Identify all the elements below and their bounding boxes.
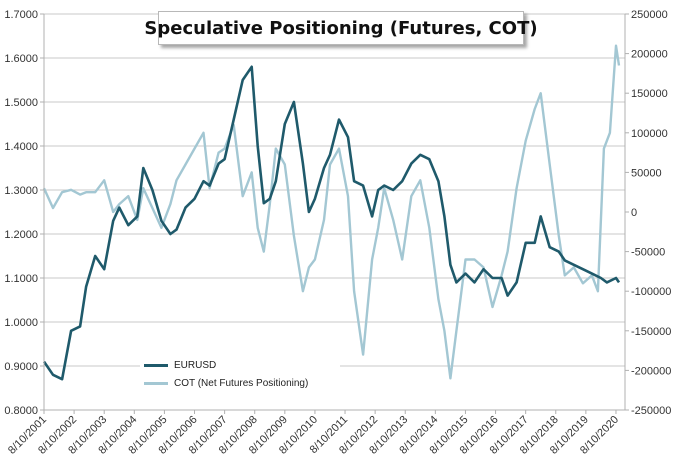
- series-line-cot: [42, 44, 621, 380]
- legend-swatch-cot: [144, 381, 168, 385]
- right-axis-ticks: -250000 -200000 -150000 -100000 -50000 0 50000…: [625, 9, 671, 417]
- left-tick-label-9: 1.7000: [4, 9, 38, 21]
- left-tick-label-7: 1.5000: [4, 97, 38, 109]
- left-tick-label-8: 1.6000: [4, 53, 38, 65]
- right-tick-label-9: 200000: [631, 49, 668, 61]
- gridlines: [44, 13, 625, 411]
- series-line-eurusd: [42, 65, 621, 381]
- legend-label-cot: COT (Net Futures Positioning): [174, 377, 309, 389]
- right-tick-label-2: -150000: [631, 326, 671, 338]
- legend-item-cot: COT (Net Futures Positioning): [144, 376, 308, 390]
- left-tick-label-0: 0.8000: [4, 405, 38, 417]
- right-tick-label-4: -50000: [631, 247, 665, 259]
- right-tick-label-0: -250000: [631, 405, 671, 417]
- right-tick-label-10: 250000: [631, 9, 668, 21]
- left-tick-label-1: 0.9000: [4, 361, 38, 373]
- left-tick-label-6: 1.4000: [4, 141, 38, 153]
- left-axis-ticks: 0.8000 0.9000 1.0000 1.1000 1.2000 1.3000 1.40…: [4, 9, 44, 417]
- left-tick-label-5: 1.3000: [4, 185, 38, 197]
- legend-swatch-eurusd: [144, 363, 168, 367]
- right-tick-label-7: 100000: [631, 128, 668, 140]
- left-tick-label-2: 1.0000: [4, 317, 38, 329]
- right-tick-label-5: 0: [631, 207, 637, 219]
- chart-title: Speculative Positioning (Futures, COT): [144, 11, 538, 45]
- series-lines: [42, 44, 621, 381]
- left-tick-label-3: 1.1000: [4, 273, 38, 285]
- right-tick-label-8: 150000: [631, 88, 668, 100]
- x-axis-ticks: 8/10/20018/10/20028/10/20038/10/20048/10…: [6, 410, 621, 457]
- right-tick-label-3: -100000: [631, 286, 671, 298]
- legend: EURUSD COT (Net Futures Positioning): [140, 354, 340, 394]
- right-tick-label-1: -200000: [631, 365, 671, 377]
- legend-item-eurusd: EURUSD: [144, 358, 216, 372]
- right-tick-label-6: 50000: [631, 167, 662, 179]
- legend-label-eurusd: EURUSD: [174, 359, 217, 371]
- left-tick-label-4: 1.2000: [4, 229, 38, 241]
